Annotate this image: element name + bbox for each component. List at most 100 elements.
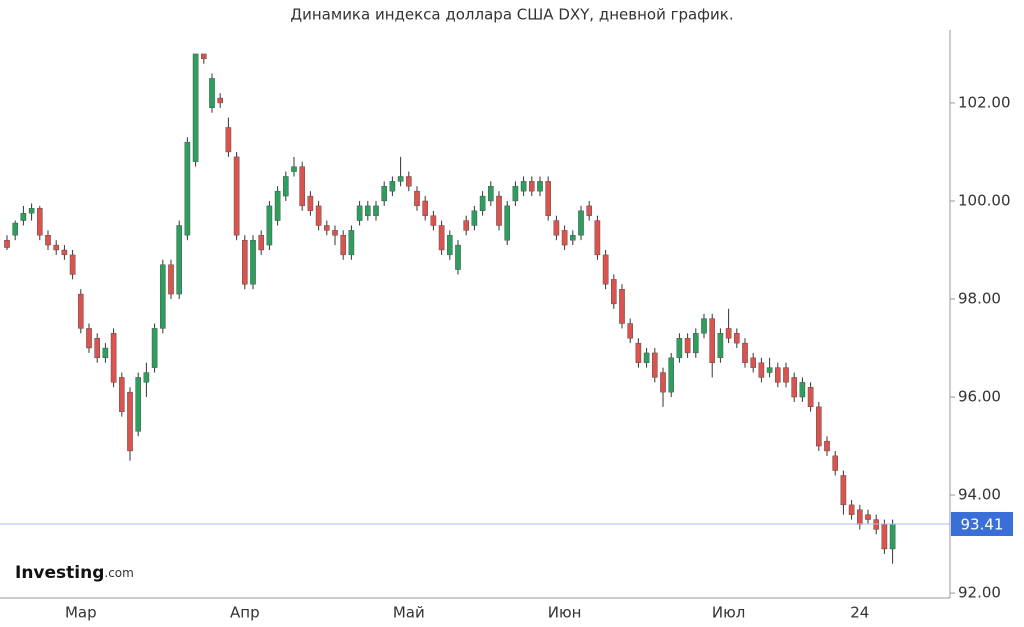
y-tick-label: 100.00	[958, 191, 1011, 209]
candle-body	[192, 53, 199, 162]
candle-body	[159, 264, 166, 329]
x-tick-label: Апр	[230, 604, 260, 622]
candle-body	[693, 333, 699, 354]
candle-body	[94, 338, 100, 359]
candle-body	[184, 141, 191, 236]
candle-body	[28, 208, 35, 214]
candle-body	[373, 205, 379, 216]
candle-body	[168, 264, 174, 295]
x-tick-label: Июл	[712, 604, 745, 622]
candle-body	[766, 367, 773, 373]
candle-body	[283, 176, 289, 197]
candle-body	[791, 377, 797, 398]
candle-body	[504, 205, 511, 241]
candle-body	[324, 225, 330, 231]
candle-body	[717, 333, 724, 359]
candle-body	[135, 377, 142, 432]
candle-body	[315, 205, 322, 226]
candle-body	[110, 333, 117, 383]
candle-body	[783, 367, 789, 383]
watermark-domain: .com	[104, 566, 133, 580]
candle-body	[348, 230, 355, 256]
candle-body	[594, 220, 601, 256]
candle-body	[414, 190, 420, 207]
candle-body	[258, 235, 265, 251]
candle-body	[274, 190, 281, 221]
candle-body	[807, 387, 814, 408]
candle-body	[668, 357, 674, 393]
candle-body	[381, 186, 388, 202]
candle-body	[848, 504, 855, 515]
candle-body	[701, 318, 707, 334]
candle-body	[406, 176, 412, 187]
candle-body	[332, 230, 338, 236]
candle-body	[865, 514, 871, 520]
candle-body	[127, 391, 133, 452]
candle-body	[496, 195, 502, 226]
candle-body	[53, 244, 59, 251]
candle-body	[479, 195, 486, 211]
candle-body	[4, 239, 10, 248]
candle-body	[520, 181, 527, 192]
y-tick-label: 96.00	[958, 388, 1001, 406]
candle-body	[20, 213, 27, 221]
candle-body	[61, 249, 68, 256]
candle-body	[37, 208, 43, 236]
x-tick-label: Июн	[548, 604, 582, 622]
candle-body	[151, 328, 158, 368]
candle-body	[545, 181, 551, 216]
candle-body	[529, 181, 535, 192]
y-tick-label: 102.00	[958, 93, 1011, 111]
last-price-label: 93.41	[961, 515, 1004, 533]
candle-body	[889, 523, 896, 550]
candle-body	[143, 372, 150, 383]
candle-body	[734, 333, 740, 344]
candle-body	[176, 225, 183, 295]
candle-body	[422, 200, 429, 216]
candle-body	[217, 97, 224, 104]
candle-body	[611, 279, 617, 305]
candle-body	[586, 205, 592, 216]
candle-body	[340, 235, 347, 256]
candle-body	[660, 372, 666, 393]
candle-body	[602, 254, 609, 285]
candle-body	[709, 318, 715, 363]
candle-body	[69, 254, 76, 275]
candle-body	[447, 235, 453, 256]
candle-body	[118, 377, 125, 412]
candle-body	[102, 347, 109, 359]
x-tick-label: 24	[850, 604, 869, 622]
candle-body	[397, 176, 404, 182]
candle-body	[438, 225, 445, 251]
candle-body	[725, 328, 732, 339]
candle-body	[578, 210, 584, 236]
candle-body	[86, 328, 92, 349]
candle-body	[233, 156, 240, 236]
candle-body	[561, 230, 568, 246]
candle-body	[816, 406, 822, 447]
candle-body	[12, 222, 19, 236]
candle-body	[643, 352, 650, 363]
candle-body	[676, 338, 683, 359]
candle-body	[775, 367, 781, 383]
candle-body	[77, 293, 84, 329]
candle-body	[652, 352, 658, 378]
candle-body	[537, 181, 543, 192]
candle-body	[684, 338, 691, 354]
watermark: Investing.com	[15, 563, 134, 583]
candle-body	[488, 186, 494, 202]
candle-body	[635, 342, 642, 363]
candle-body	[250, 239, 256, 285]
candle-body	[266, 205, 273, 246]
last-price-box	[951, 511, 1013, 536]
x-tick-label: Май	[393, 604, 425, 622]
candle-body	[200, 53, 207, 60]
candle-body	[225, 127, 232, 153]
candle-body	[799, 382, 806, 398]
watermark-brand: Investing	[15, 563, 104, 583]
chart-title: Динамика индекса доллара США DXY, дневно…	[290, 6, 733, 24]
y-tick-label: 92.00	[958, 584, 1001, 602]
candle-body	[455, 244, 461, 270]
candle-body	[389, 181, 396, 192]
